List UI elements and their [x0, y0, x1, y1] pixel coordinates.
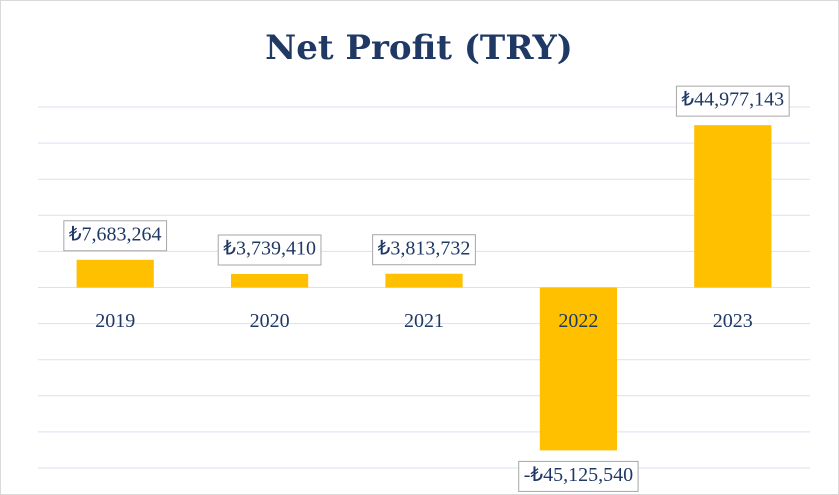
- x-tick-label: 2023: [713, 310, 753, 332]
- value-label: ₺3,739,410: [223, 238, 316, 260]
- bar: [539, 287, 617, 451]
- value-label: ₺7,683,264: [69, 223, 162, 245]
- bar: [694, 125, 772, 288]
- x-tick-label: 2021: [404, 310, 444, 332]
- value-label-box: [63, 220, 168, 252]
- labels: 2019 ₺7,683,264 2020 ₺3,739,410 2021 ₺3,813,7…: [63, 85, 790, 492]
- x-tick-label: 2020: [250, 310, 290, 332]
- value-label: -₺45,125,540: [524, 464, 633, 486]
- value-label-box: [372, 234, 476, 266]
- x-tick-label: 2022: [558, 310, 598, 332]
- value-label-box: [518, 460, 639, 492]
- value-label: ₺3,813,732: [378, 237, 471, 259]
- value-label-box: [217, 234, 322, 266]
- bar: [231, 274, 309, 288]
- bars: [76, 125, 772, 451]
- x-tick-label: 2019: [95, 310, 135, 332]
- bar: [385, 273, 463, 288]
- bar: [76, 259, 154, 288]
- chart-title: Net Profit (TRY): [265, 28, 573, 68]
- value-label: ₺44,977,143: [681, 89, 784, 111]
- value-label-box: [675, 85, 790, 117]
